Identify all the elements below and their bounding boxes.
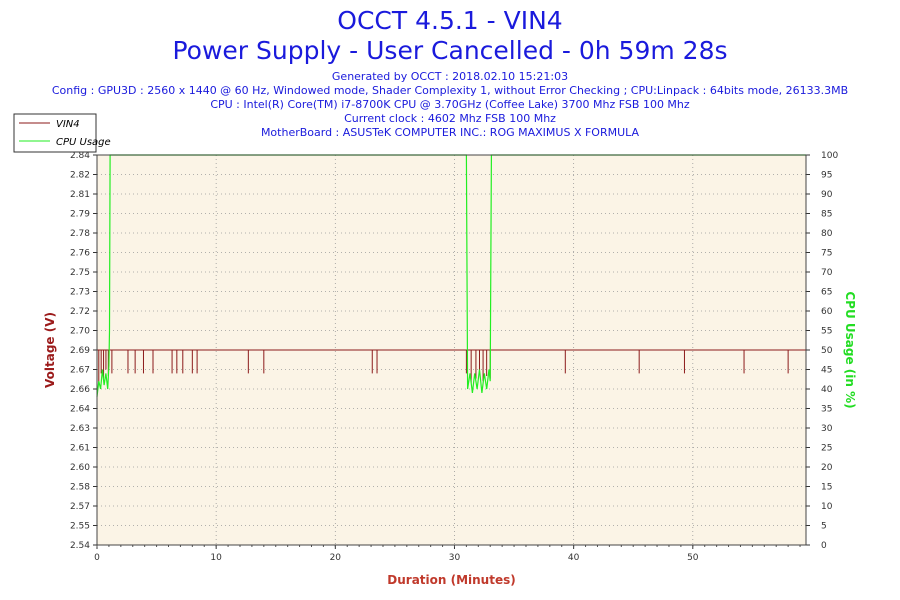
y-right-axis-label: CPU Usage (in %) bbox=[843, 291, 857, 408]
info-line-clock: Current clock : 4602 Mhz FSB 100 Mhz bbox=[344, 112, 556, 125]
y-left-tick-label: 2.75 bbox=[70, 268, 90, 278]
y-left-tick-label: 2.55 bbox=[70, 522, 90, 532]
y-left-tick-label: 2.81 bbox=[70, 190, 90, 200]
y-right-tick-label: 40 bbox=[821, 385, 833, 395]
y-left-tick-label: 2.78 bbox=[70, 229, 90, 239]
x-tick-label: 10 bbox=[210, 553, 222, 563]
y-left-axis-label: Voltage (V) bbox=[43, 312, 57, 388]
x-tick-label: 30 bbox=[449, 553, 461, 563]
y-left-tick-label: 2.70 bbox=[70, 327, 90, 337]
chart-subtitle: Power Supply - User Cancelled - 0h 59m 2… bbox=[172, 36, 728, 65]
y-right-tick-label: 25 bbox=[821, 444, 832, 454]
y-left-tick-label: 2.82 bbox=[70, 171, 90, 181]
series-group bbox=[96, 154, 806, 397]
y-right-tick-label: 50 bbox=[821, 346, 833, 356]
y-left-tick-label: 2.60 bbox=[70, 463, 90, 473]
legend-label-vin4: VIN4 bbox=[56, 119, 80, 130]
cpu-usage-line bbox=[96, 154, 806, 397]
legend-label-cpu-usage: CPU Usage bbox=[56, 137, 111, 148]
y-left-tick-label: 2.79 bbox=[70, 210, 90, 220]
y-left-tick-label: 2.61 bbox=[70, 444, 90, 454]
y-right-tick-label: 80 bbox=[821, 229, 833, 239]
y-left-tick-label: 2.69 bbox=[70, 346, 90, 356]
x-axis-label: Duration (Minutes) bbox=[387, 573, 515, 587]
y-left-tick-label: 2.76 bbox=[70, 249, 90, 259]
y-right-tick-label: 10 bbox=[821, 502, 833, 512]
y-right-tick-label: 60 bbox=[821, 307, 833, 317]
y-right-tick-label: 75 bbox=[821, 249, 832, 259]
x-tick-label: 0 bbox=[94, 553, 100, 563]
y-right-tick-label: 90 bbox=[821, 190, 833, 200]
y-left-tick-label: 2.58 bbox=[70, 483, 90, 493]
x-tick-label: 50 bbox=[687, 553, 699, 563]
y-left-tick-label: 2.73 bbox=[70, 288, 90, 298]
x-tick-label: 20 bbox=[330, 553, 342, 563]
y-left-tick-label: 2.63 bbox=[70, 424, 90, 434]
chart-title: OCCT 4.5.1 - VIN4 bbox=[337, 6, 563, 35]
y-left-tick-label: 2.66 bbox=[70, 385, 90, 395]
y-right-tick-label: 65 bbox=[821, 288, 832, 298]
y-right-tick-label: 30 bbox=[821, 424, 833, 434]
y-right-tick-label: 95 bbox=[821, 171, 832, 181]
y-left-tick-label: 2.64 bbox=[70, 405, 90, 415]
info-line-generated: Generated by OCCT : 2018.02.10 15:21:03 bbox=[331, 70, 569, 83]
legend-box bbox=[13, 113, 97, 153]
y-left-tick-label: 2.84 bbox=[70, 151, 90, 161]
y-left-tick-label: 2.72 bbox=[70, 307, 90, 317]
y-right-tick-label: 55 bbox=[821, 327, 832, 337]
y-right-tick-label: 70 bbox=[821, 268, 833, 278]
y-left-axis-ticks: 2.54 2.55 2.57 2.58 2.60 2.61 2.63 2.64 2.66 2.67… bbox=[70, 151, 97, 551]
y-right-axis-ticks: 0 5 10 15 20 25 30 35 40 45 50 55 60 65 70 75 80 85 90 95 10… bbox=[806, 151, 838, 551]
y-right-tick-label: 100 bbox=[821, 151, 838, 161]
y-right-tick-label: 20 bbox=[821, 463, 833, 473]
y-right-tick-label: 85 bbox=[821, 210, 832, 220]
y-right-tick-label: 45 bbox=[821, 366, 832, 376]
y-right-tick-label: 35 bbox=[821, 405, 832, 415]
y-left-tick-label: 2.54 bbox=[70, 541, 90, 551]
info-line-motherboard: MotherBoard : ASUSTeK COMPUTER INC.: ROG… bbox=[260, 126, 640, 139]
y-right-tick-label: 0 bbox=[821, 541, 827, 551]
legend: VIN4 CPU Usage bbox=[13, 113, 111, 153]
y-right-tick-label: 15 bbox=[821, 483, 832, 493]
x-tick-label: 40 bbox=[568, 553, 580, 563]
info-line-cpu: CPU : Intel(R) Core(TM) i7-8700K CPU @ 3… bbox=[210, 98, 690, 111]
x-axis-ticks: 0 10 20 30 40 50 bbox=[94, 545, 801, 563]
y-left-tick-label: 2.67 bbox=[70, 366, 90, 376]
y-right-tick-label: 5 bbox=[821, 522, 827, 532]
y-left-tick-label: 2.57 bbox=[70, 502, 90, 512]
plot-border bbox=[96, 154, 807, 546]
info-line-config: Config : GPU3D : 2560 x 1440 @ 60 Hz, Wi… bbox=[51, 84, 849, 97]
